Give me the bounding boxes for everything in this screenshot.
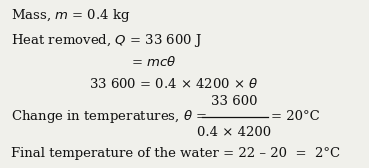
Text: = $mc\theta$: = $mc\theta$	[131, 55, 176, 69]
Text: 0.4 × 4200: 0.4 × 4200	[197, 126, 271, 139]
Text: Heat removed, $Q$ = 33 600 J: Heat removed, $Q$ = 33 600 J	[11, 32, 202, 49]
Text: 33 600 = 0.4 × 4200 × $\theta$: 33 600 = 0.4 × 4200 × $\theta$	[89, 77, 258, 91]
Text: 33 600: 33 600	[211, 95, 258, 108]
Text: = 20°C: = 20°C	[271, 110, 320, 123]
Text: Mass, $m$ = 0.4 kg: Mass, $m$ = 0.4 kg	[11, 7, 131, 24]
Text: Change in temperatures, $\theta$ =: Change in temperatures, $\theta$ =	[11, 108, 207, 125]
Text: Final temperature of the water = 22 – 20  =  2°C: Final temperature of the water = 22 – 20…	[11, 147, 340, 160]
